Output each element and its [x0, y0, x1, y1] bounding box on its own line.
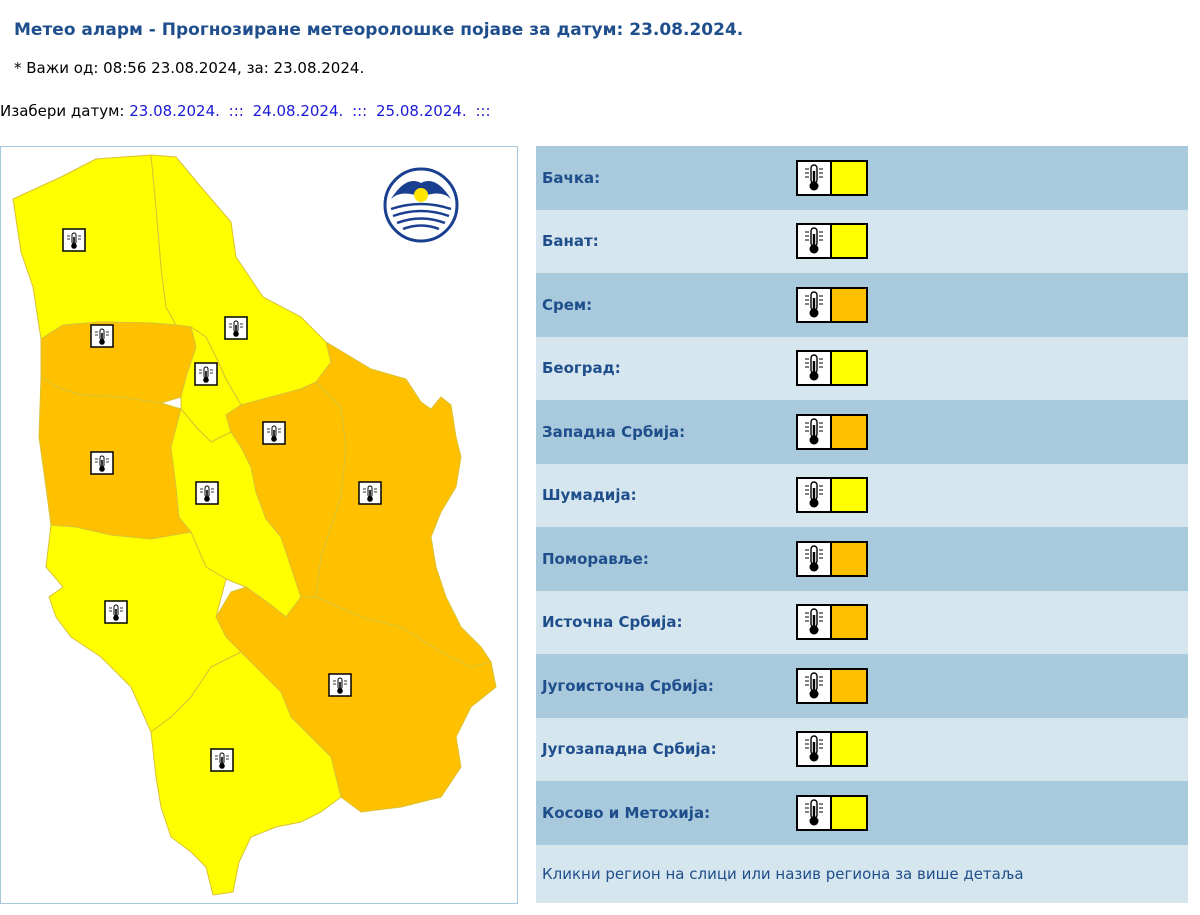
- region-row[interactable]: Косово и Метохија:: [536, 781, 1188, 845]
- thermometer-icon[interactable]: [104, 600, 128, 624]
- thermometer-icon[interactable]: [796, 540, 832, 577]
- date-link-1[interactable]: 24.08.2024.: [252, 102, 344, 120]
- alert-indicator[interactable]: [796, 286, 868, 323]
- region-name-link[interactable]: Поморавље:: [542, 549, 649, 568]
- alert-level-swatch: [832, 731, 868, 768]
- alert-level-swatch: [832, 540, 868, 577]
- map-region-istocna-srbija[interactable]: [315, 340, 492, 668]
- alert-indicator[interactable]: [796, 604, 868, 641]
- region-name-link[interactable]: Бачка:: [542, 168, 601, 187]
- thermometer-icon[interactable]: [328, 673, 352, 697]
- date-picker-label: Изабери датум:: [0, 102, 125, 120]
- date-link-0[interactable]: 23.08.2024.: [129, 102, 220, 120]
- alert-indicator[interactable]: [796, 413, 868, 450]
- thermometer-icon[interactable]: [358, 481, 382, 505]
- region-map: [0, 146, 518, 904]
- region-name-link[interactable]: Косово и Метохија:: [542, 803, 711, 822]
- validity-text: * Важи од: 08:56 23.08.2024, за: 23.08.2…: [14, 59, 365, 77]
- region-alert-table: Бачка: Банат: Срем: Београд: Западна Србија:…: [536, 146, 1188, 903]
- thermometer-icon[interactable]: [62, 228, 86, 252]
- region-row[interactable]: Југоисточна Србија:: [536, 654, 1188, 718]
- region-row[interactable]: Шумадија:: [536, 463, 1188, 527]
- region-name-link[interactable]: Шумадија:: [542, 486, 637, 505]
- thermometer-icon[interactable]: [796, 604, 832, 641]
- alert-indicator[interactable]: [796, 477, 868, 514]
- footer-hint: Кликни регион на слици или назив региона…: [542, 864, 1024, 883]
- thermometer-icon[interactable]: [194, 362, 218, 386]
- alert-indicator[interactable]: [796, 350, 868, 387]
- alert-indicator[interactable]: [796, 667, 868, 704]
- date-separator: :::: [228, 102, 244, 120]
- thermometer-icon[interactable]: [796, 667, 832, 704]
- alert-level-swatch: [832, 477, 868, 514]
- map-region-kosovo-i-metohija[interactable]: [150, 651, 342, 896]
- alert-level-swatch: [832, 223, 868, 260]
- alert-indicator[interactable]: [796, 731, 868, 768]
- alert-indicator[interactable]: [796, 223, 868, 260]
- footer-hint-row: Кликни регион на слици или назив региона…: [536, 844, 1188, 903]
- rhmz-logo: [383, 167, 459, 243]
- alert-level-swatch: [832, 667, 868, 704]
- alert-level-swatch: [832, 286, 868, 323]
- region-name-link[interactable]: Западна Србија:: [542, 422, 686, 441]
- alert-level-swatch: [832, 159, 868, 196]
- region-row[interactable]: Срем:: [536, 273, 1188, 337]
- region-row[interactable]: Бачка:: [536, 146, 1188, 210]
- region-name-link[interactable]: Југоисточна Србија:: [542, 676, 714, 695]
- map-region-backa[interactable]: [12, 154, 177, 340]
- region-name-link[interactable]: Источна Србија:: [542, 613, 683, 632]
- thermometer-icon[interactable]: [796, 477, 832, 514]
- region-row[interactable]: Западна Србија:: [536, 400, 1188, 464]
- date-separator: :::: [352, 102, 368, 120]
- region-row[interactable]: Југозападна Србија:: [536, 717, 1188, 781]
- date-separator: :::: [475, 102, 491, 120]
- alert-indicator[interactable]: [796, 794, 868, 831]
- thermometer-icon[interactable]: [195, 481, 219, 505]
- thermometer-icon[interactable]: [90, 451, 114, 475]
- thermometer-icon[interactable]: [796, 159, 832, 196]
- region-name-link[interactable]: Београд:: [542, 359, 621, 378]
- thermometer-icon[interactable]: [796, 286, 832, 323]
- alert-level-swatch: [832, 604, 868, 641]
- thermometer-icon[interactable]: [796, 731, 832, 768]
- thermometer-icon[interactable]: [224, 316, 248, 340]
- region-row[interactable]: Београд:: [536, 336, 1188, 400]
- alert-level-swatch: [832, 350, 868, 387]
- alert-indicator[interactable]: [796, 159, 868, 196]
- thermometer-icon[interactable]: [262, 421, 286, 445]
- alert-level-swatch: [832, 413, 868, 450]
- thermometer-icon[interactable]: [210, 748, 234, 772]
- region-name-link[interactable]: Срем:: [542, 295, 593, 314]
- region-name-link[interactable]: Банат:: [542, 232, 599, 251]
- date-link-2[interactable]: 25.08.2024.: [376, 102, 467, 120]
- page-title: Метео аларм - Прогнозиране метеоролошке …: [14, 20, 744, 40]
- region-row[interactable]: Банат:: [536, 209, 1188, 273]
- region-row[interactable]: Источна Србија:: [536, 590, 1188, 654]
- serbia-map-svg: [12, 154, 497, 896]
- alert-indicator[interactable]: [796, 540, 868, 577]
- thermometer-icon[interactable]: [796, 350, 832, 387]
- alert-level-swatch: [832, 794, 868, 831]
- thermometer-icon[interactable]: [90, 324, 114, 348]
- region-row[interactable]: Поморавље:: [536, 527, 1188, 591]
- region-name-link[interactable]: Југозападна Србија:: [542, 740, 717, 759]
- map-region-jugoistocna-srbija[interactable]: [215, 586, 497, 813]
- date-picker: Изабери датум: 23.08.2024. ::: 24.08.202…: [0, 102, 495, 120]
- thermometer-icon[interactable]: [796, 413, 832, 450]
- thermometer-icon[interactable]: [796, 794, 832, 831]
- thermometer-icon[interactable]: [796, 223, 832, 260]
